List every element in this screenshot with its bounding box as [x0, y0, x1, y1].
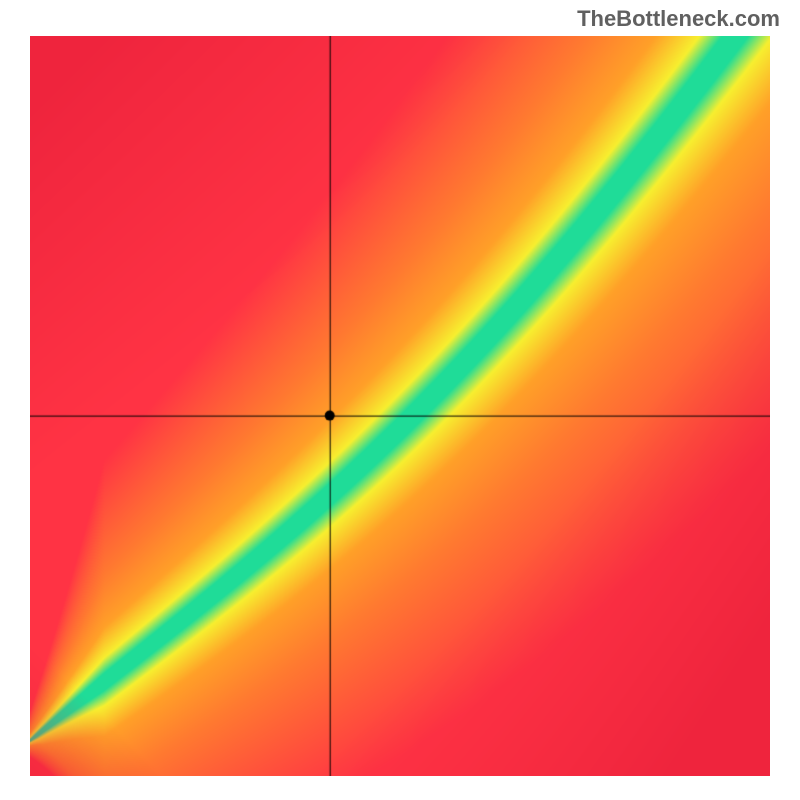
chart-container: TheBottleneck.com — [0, 0, 800, 800]
heatmap-canvas — [30, 36, 770, 776]
watermark-text: TheBottleneck.com — [577, 6, 780, 32]
plot-area — [30, 36, 770, 776]
